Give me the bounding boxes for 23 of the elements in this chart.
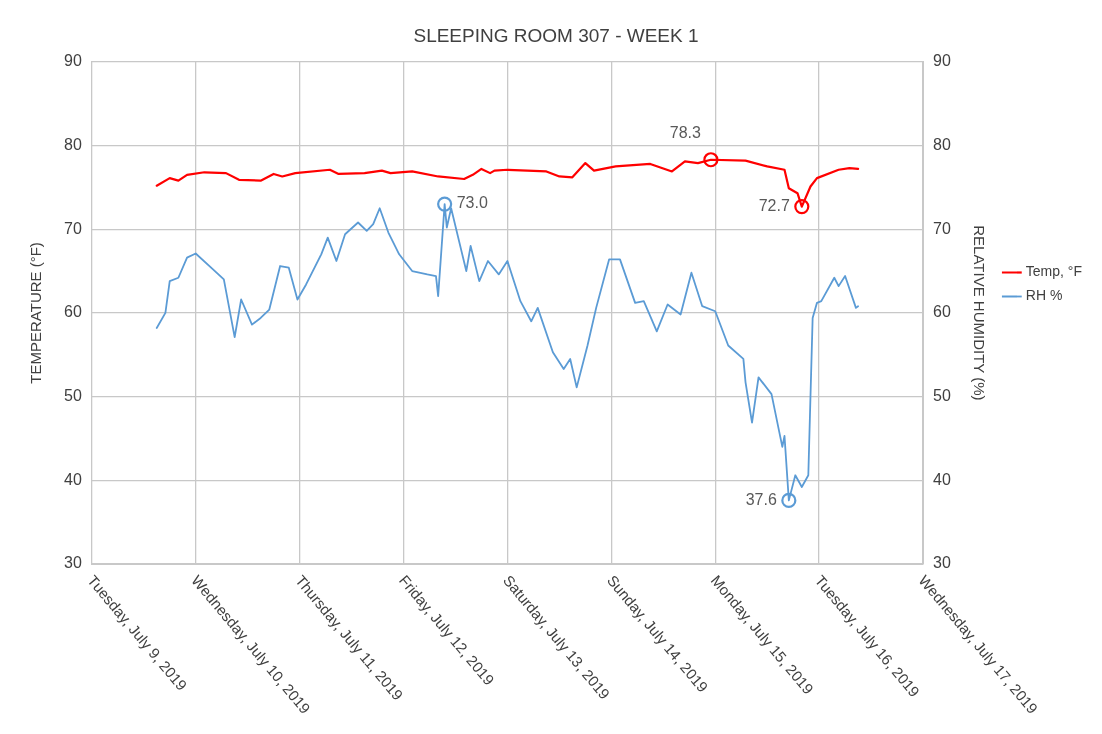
- y2-tick-label: 40: [933, 470, 951, 488]
- annotation: 73.0: [456, 194, 488, 212]
- y-tick-label: 50: [64, 387, 82, 405]
- y-tick-label: 40: [64, 470, 82, 488]
- y-axis-title: TEMPERATURE (°F): [27, 242, 45, 384]
- y2-tick-label: 90: [933, 52, 951, 70]
- y2-tick-label: 30: [933, 554, 951, 572]
- annotation: 72.7: [758, 197, 790, 215]
- y-tick-label: 60: [64, 303, 82, 321]
- y-tick-label: 70: [64, 219, 82, 237]
- y2-axis-title: RELATIVE HUMIDITY (%): [970, 225, 988, 401]
- y-tick-label: 80: [64, 135, 82, 153]
- y2-tick-label: 60: [933, 303, 951, 321]
- y-tick-label: 30: [64, 554, 82, 572]
- y2-tick-label: 50: [933, 387, 951, 405]
- legend-label: RH %: [1025, 287, 1063, 304]
- y-tick-label: 90: [64, 52, 82, 70]
- y2-tick-label: 80: [933, 135, 951, 153]
- legend-label: Temp, °F: [1025, 263, 1083, 280]
- chart-title: SLEEPING ROOM 307 - WEEK 1: [413, 24, 699, 46]
- annotation: 78.3: [669, 124, 701, 142]
- annotation: 37.6: [745, 490, 777, 508]
- y2-tick-label: 70: [933, 219, 951, 237]
